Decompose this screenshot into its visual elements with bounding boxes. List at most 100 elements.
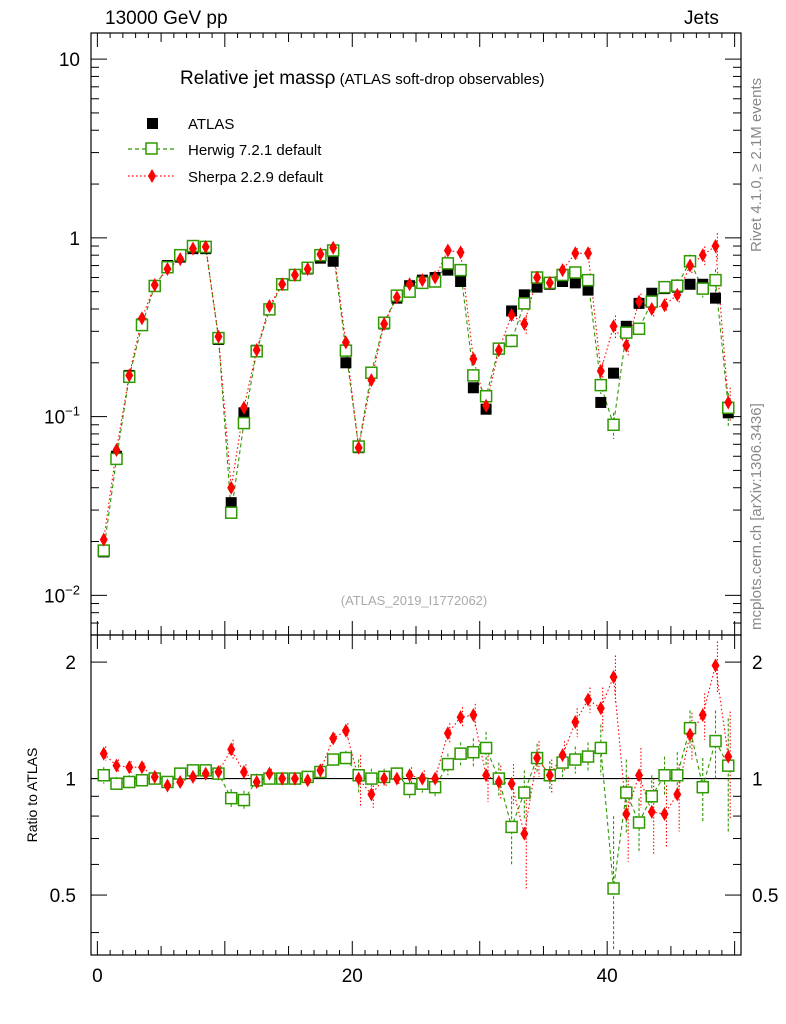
y-tick-label-main: 10−1 — [44, 404, 80, 429]
herwig-ratio-line — [103, 727, 729, 889]
herwig-point — [632, 322, 646, 336]
legend-herwig-marker — [145, 142, 158, 155]
herwig-ratio-point — [479, 741, 493, 755]
atlas-point — [595, 396, 607, 408]
sherpa-ratio-point — [188, 769, 197, 784]
sherpa-ratio-point — [609, 670, 618, 685]
sherpa-point — [647, 301, 656, 316]
sherpa-ratio-point — [494, 774, 503, 789]
herwig-ratio-point — [467, 745, 480, 759]
sherpa-ratio-point — [303, 773, 312, 788]
y-tick-label-ratio-right: 0.5 — [752, 886, 778, 907]
sherpa-ratio-point — [622, 806, 631, 821]
sherpa-ratio-point — [584, 692, 593, 707]
sherpa-ratio-point — [533, 751, 542, 766]
sherpa-point — [405, 277, 414, 292]
sherpa-ratio-point — [545, 768, 554, 783]
herwig-ratio-point — [122, 775, 136, 789]
sherpa-point — [290, 267, 299, 282]
atlas-point — [455, 275, 467, 287]
sherpa-point — [711, 239, 720, 254]
herwig-point — [454, 263, 467, 277]
sherpa-point — [227, 480, 236, 495]
sherpa-ratio-point — [673, 787, 682, 802]
sherpa-ratio-point — [686, 727, 695, 742]
herwig-ratio-point — [454, 747, 467, 760]
ratio-plot-frame — [90, 634, 742, 956]
atlas-point — [518, 289, 530, 301]
sherpa-ratio-point — [507, 776, 516, 791]
sherpa-ratio-point — [482, 768, 491, 783]
ratio-y-axis-label: Ratio to ATLAS — [24, 748, 40, 843]
sherpa-point — [380, 316, 389, 331]
legend-sherpa-label: Sherpa 2.2.9 default — [188, 169, 324, 186]
sherpa-point — [584, 246, 593, 261]
sherpa-ratio-point — [163, 778, 172, 793]
herwig-point — [658, 280, 671, 294]
sherpa-point — [494, 343, 503, 358]
atlas-point — [340, 357, 352, 369]
herwig-ratio-point — [581, 750, 595, 763]
sherpa-point — [278, 277, 287, 292]
sherpa-ratio-point — [354, 771, 363, 786]
ratio-plot-series — [97, 641, 735, 951]
herwig-line — [103, 245, 729, 551]
sherpa-point — [443, 243, 452, 258]
atlas-point — [467, 382, 479, 394]
y-tick-label-main: 10 — [59, 50, 80, 71]
herwig-point — [581, 273, 595, 287]
sherpa-point — [418, 273, 427, 288]
y-tick-label-ratio: 0.5 — [50, 886, 76, 907]
sherpa-ratio-point — [227, 742, 236, 757]
sherpa-point — [673, 287, 682, 302]
herwig-ratio-point — [365, 772, 378, 785]
sherpa-ratio-point — [431, 771, 440, 786]
herwig-point — [441, 257, 455, 270]
atlas-point — [531, 281, 543, 293]
sherpa-ratio-point — [176, 774, 185, 789]
herwig-ratio-point — [224, 791, 238, 805]
atlas-point — [327, 255, 339, 267]
sherpa-point — [392, 290, 401, 305]
sherpa-point — [354, 440, 363, 455]
sherpa-ratio-point — [698, 707, 707, 722]
sherpa-point — [265, 299, 274, 314]
sherpa-ratio-point — [711, 658, 720, 673]
sherpa-point — [99, 532, 108, 547]
sherpa-point — [125, 368, 134, 383]
sherpa-ratio-point — [150, 769, 159, 784]
herwig-point — [594, 378, 608, 392]
atlas-point — [710, 292, 722, 304]
sherpa-ratio-point — [112, 758, 121, 773]
atlas-point — [684, 278, 696, 290]
sherpa-point — [482, 398, 491, 413]
herwig-point — [518, 297, 531, 310]
herwig-point — [709, 273, 722, 287]
sherpa-ratio-point — [125, 760, 134, 775]
sherpa-point — [137, 311, 146, 326]
sherpa-ratio-point — [520, 826, 529, 841]
herwig-ratio-point — [326, 753, 340, 766]
sherpa-ratio-point — [418, 771, 427, 786]
sherpa-ratio-point — [443, 726, 452, 741]
sherpa-point — [163, 261, 172, 276]
sherpa-ratio-point — [380, 771, 389, 786]
legend-atlas-label: ATLAS — [188, 116, 234, 133]
herwig-ratio-point — [620, 786, 633, 799]
herwig-ratio-point — [632, 816, 646, 829]
sherpa-point — [214, 329, 223, 344]
herwig-ratio-point — [607, 882, 620, 895]
sherpa-ratio-point — [329, 731, 338, 746]
herwig-point — [505, 334, 518, 348]
sherpa-point — [341, 335, 350, 350]
sherpa-ratio-point — [469, 707, 478, 722]
sherpa-ratio-point — [201, 766, 210, 781]
atlas-point — [582, 284, 594, 296]
plot-title: Relative jet massρ (ATLAS soft-drop obse… — [180, 68, 544, 89]
sherpa-point — [239, 400, 248, 415]
x-tick-label: 0 — [92, 966, 103, 987]
atlas-point — [608, 367, 620, 379]
herwig-ratio-point — [403, 782, 416, 796]
sherpa-ratio-point — [290, 771, 299, 786]
